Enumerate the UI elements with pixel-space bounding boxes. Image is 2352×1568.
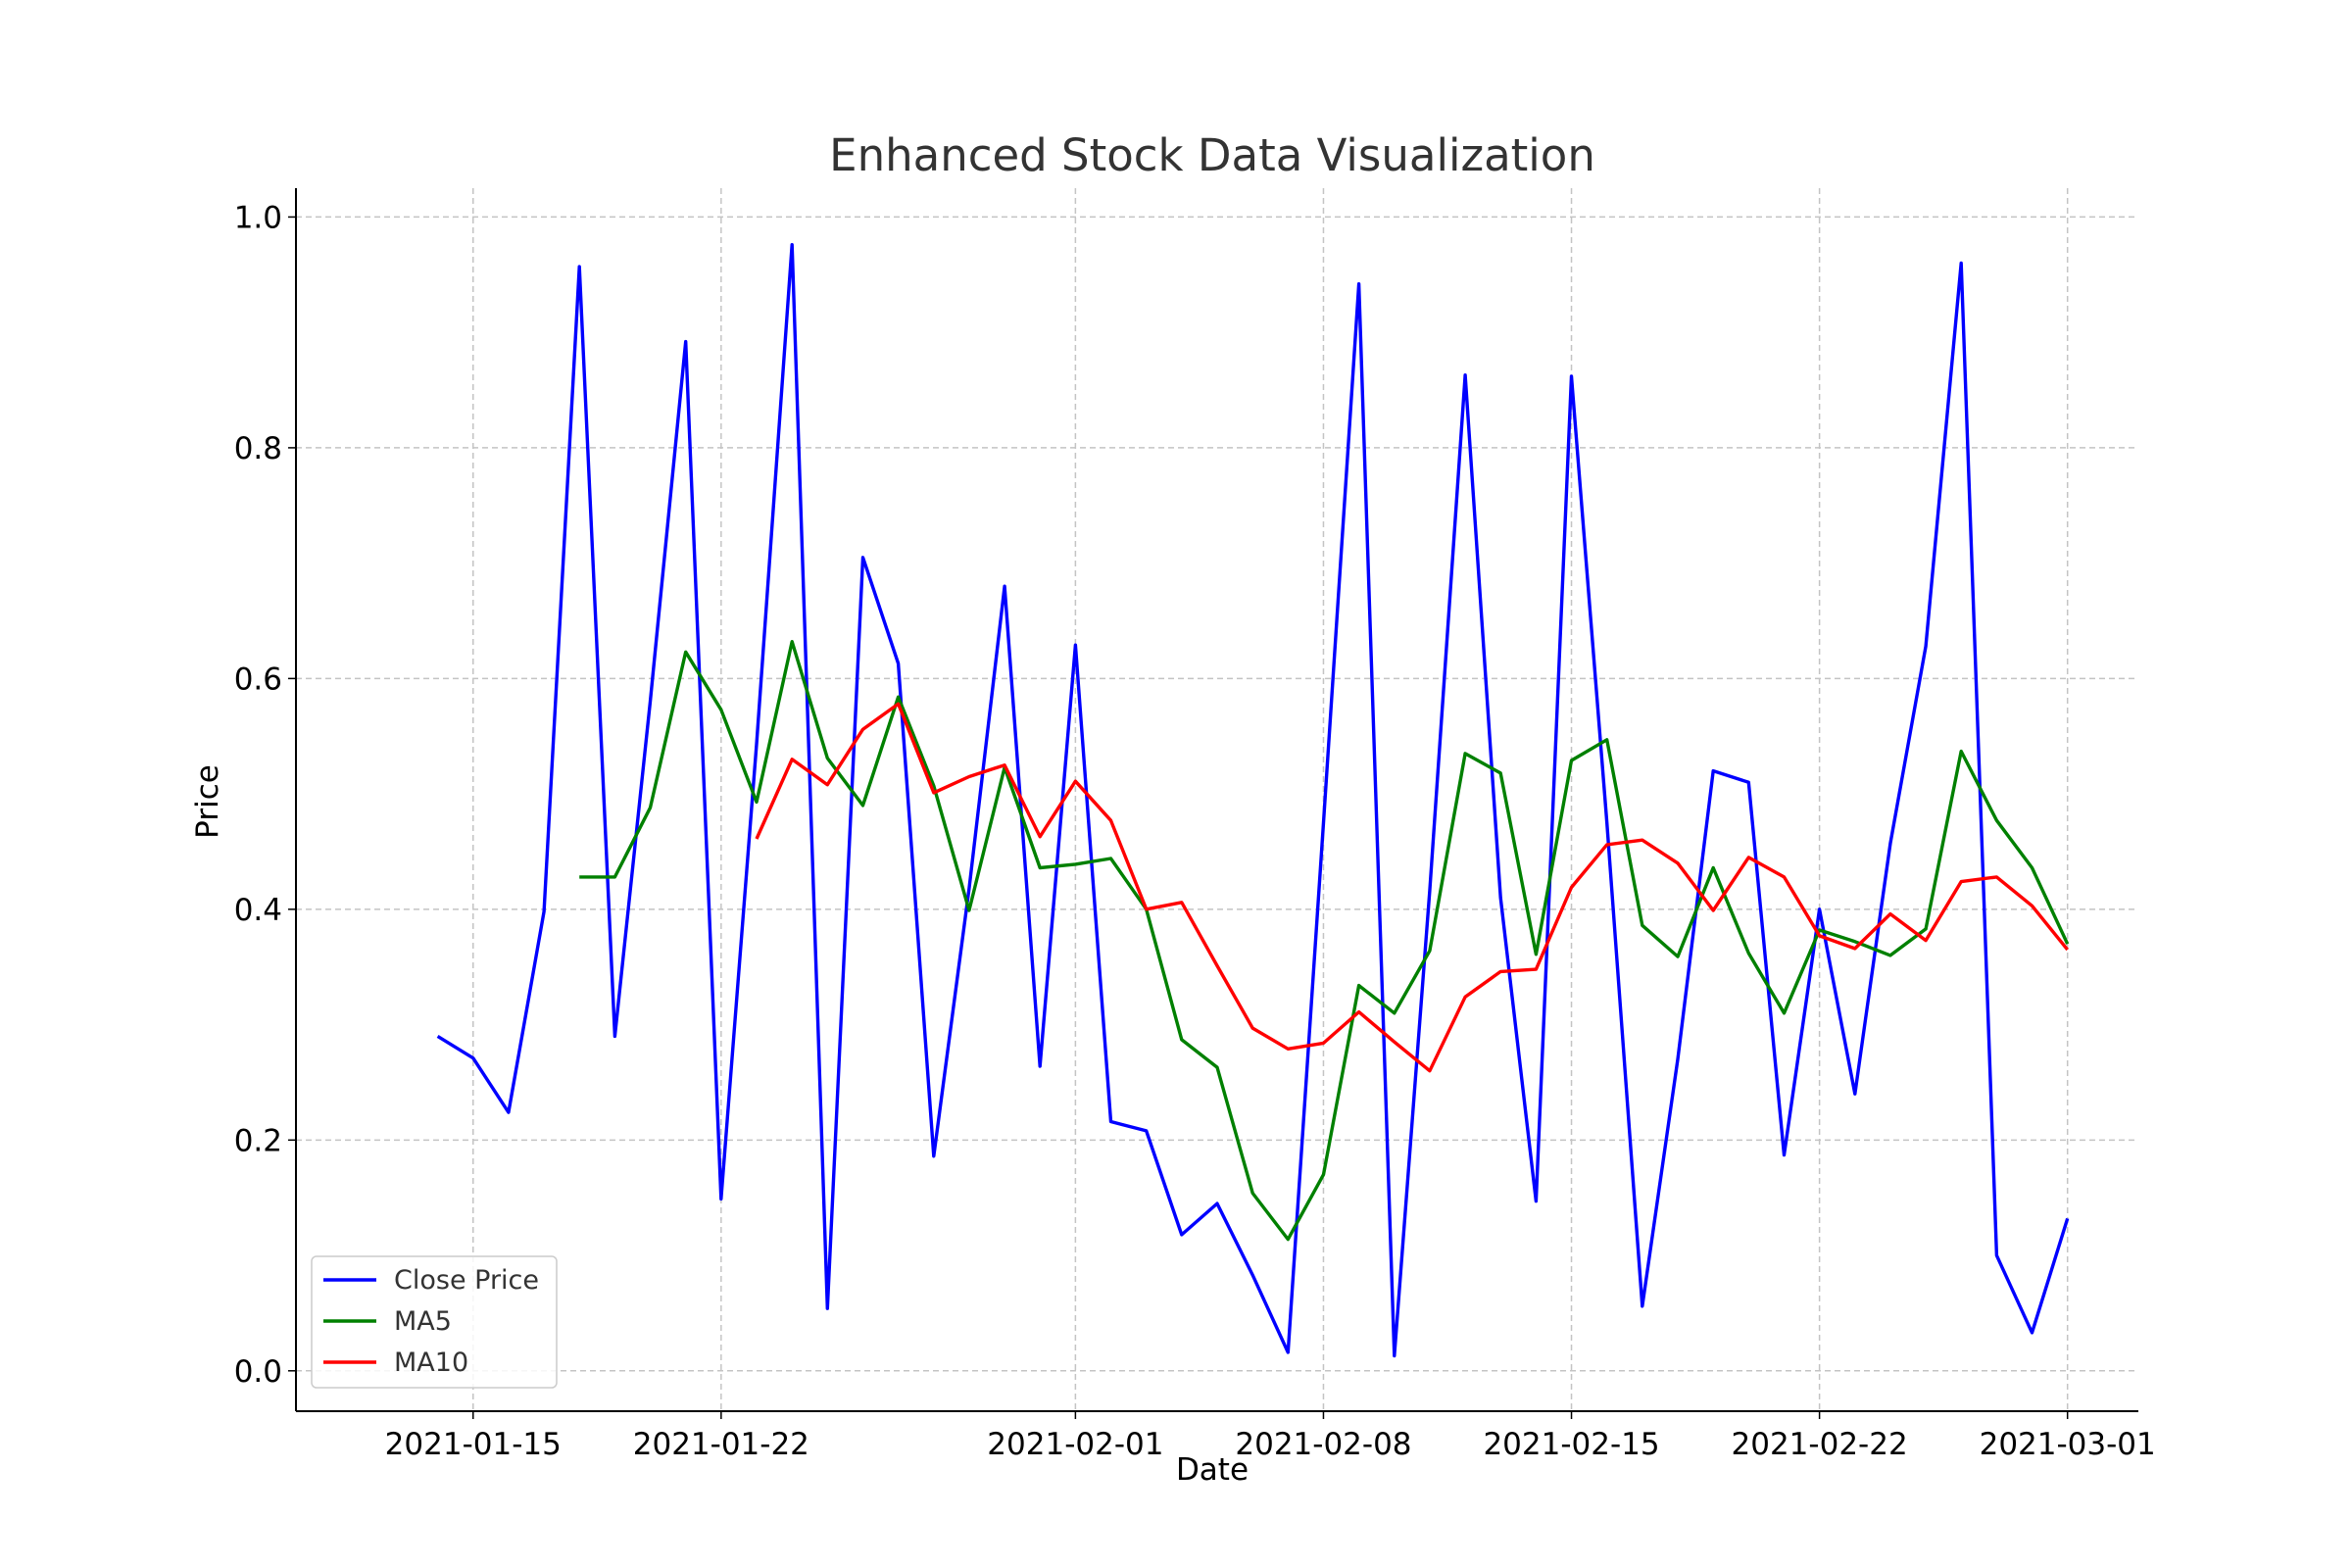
x-tick-label: 2021-01-15	[385, 1427, 562, 1462]
legend: Close Price MA5 MA10	[311, 1255, 558, 1389]
y-tick-label: 1.0	[234, 200, 282, 235]
x-tick-label: 2021-03-01	[1980, 1427, 2156, 1462]
axes	[288, 188, 2138, 1419]
x-tick-label: 2021-02-15	[1483, 1427, 1659, 1462]
plot-area	[436, 243, 2070, 1358]
x-tick-label: 2021-02-22	[1732, 1427, 1908, 1462]
y-axis-label: Price	[190, 764, 225, 839]
y-tick-label: 0.2	[234, 1123, 282, 1158]
x-axis-label: Date	[1176, 1452, 1249, 1488]
series-line-close-price	[436, 243, 2070, 1358]
series-line-ma5	[579, 640, 2070, 1242]
tick-labels: 2021-01-15 2021-01-22 2021-02-01 2021-02-08…	[234, 200, 2156, 1462]
legend-label-close-price: Close Price	[394, 1265, 539, 1296]
legend-label-ma10: MA10	[394, 1348, 468, 1378]
chart-title: Enhanced Stock Data Visualization	[829, 129, 1595, 181]
y-tick-label: 0.6	[234, 662, 282, 697]
legend-label-ma5: MA5	[394, 1306, 452, 1337]
y-tick-label: 0.4	[234, 893, 282, 928]
y-tick-label: 0.0	[234, 1354, 282, 1390]
x-tick-label: 2021-02-08	[1235, 1427, 1411, 1462]
y-tick-label: 0.8	[234, 431, 282, 466]
legend-box	[311, 1255, 558, 1389]
x-tick-label: 2021-02-01	[987, 1427, 1163, 1462]
series-line-ma10	[755, 702, 2070, 1073]
x-tick-label: 2021-01-22	[633, 1427, 809, 1462]
